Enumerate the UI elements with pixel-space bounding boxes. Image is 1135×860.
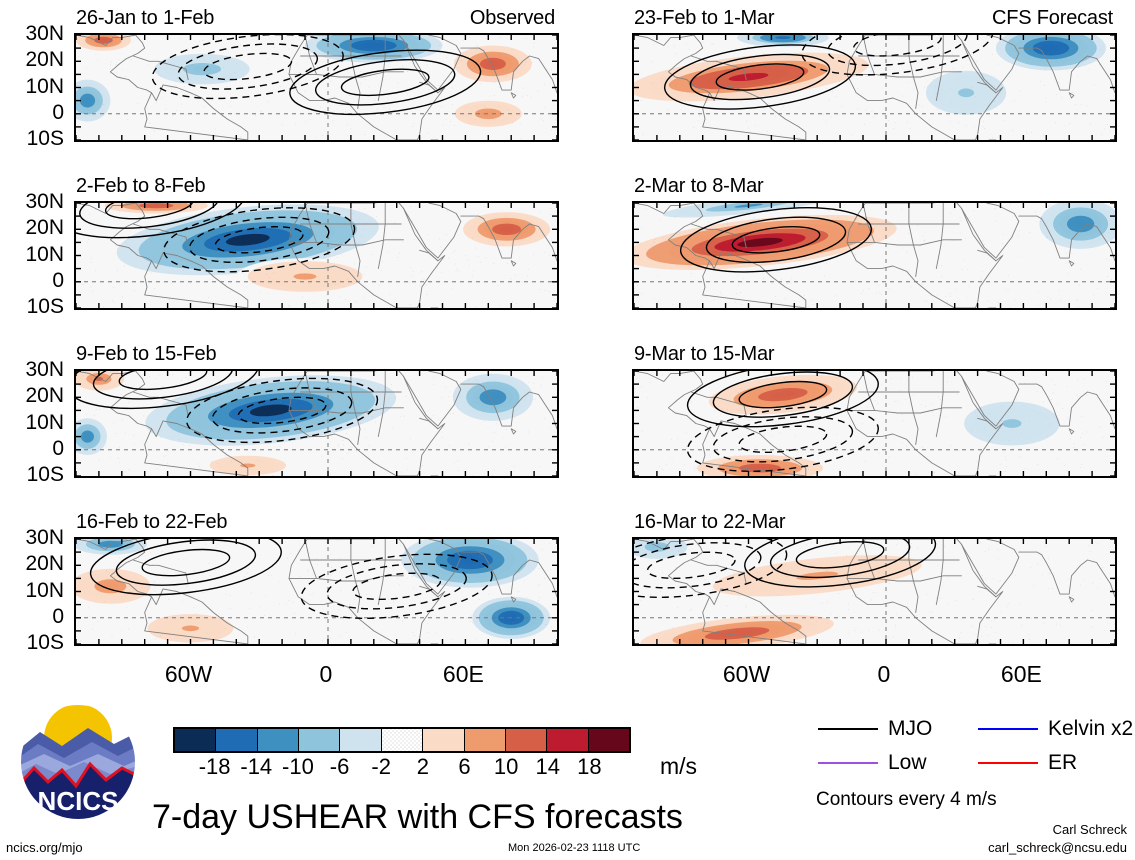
legend-item-low: Low <box>818 752 927 773</box>
x-tick-label: 0 <box>319 661 333 687</box>
colorbar-tick-label: 14 <box>535 754 560 779</box>
logo-accent-ridge <box>20 761 136 789</box>
y-tick-label: 30N <box>25 190 64 213</box>
colorbar-tick-label: -14 <box>240 754 273 779</box>
y-tick-label: 10N <box>25 242 64 266</box>
colorbar-cell <box>588 729 629 751</box>
logo-text: NCICS <box>38 786 119 816</box>
page-title: 7-day USHEAR with CFS forecasts <box>152 798 683 836</box>
y-tick-label: 10N <box>25 410 64 434</box>
column-header-left: Observed <box>469 7 555 29</box>
y-tick-label: 10S <box>26 127 64 150</box>
y-tick-label: 20N <box>25 552 64 576</box>
colorbar-cell <box>175 729 217 751</box>
y-tick-label: 10S <box>26 631 64 654</box>
footer-site-link[interactable]: ncics.org/mjo <box>6 840 83 855</box>
map-plot-obs-1[interactable] <box>74 33 559 142</box>
colorbar-swatches <box>173 727 631 753</box>
colorbar-tick-label: -18 <box>198 754 231 779</box>
colorbar-cell <box>257 729 300 751</box>
panel-title-fcst-1: 23-Feb to 1-Mar <box>634 7 775 29</box>
x-tick-label: 60E <box>1000 661 1042 687</box>
colorbar: -18 -14 -10 -6 -2 2 6 10 14 18 m/s <box>168 722 697 782</box>
colorbar-cell <box>299 729 341 751</box>
y-tick-label: 20N <box>25 48 64 72</box>
colorbar-tick-label: -2 <box>371 754 391 779</box>
x-tick-label: 60E <box>442 661 484 687</box>
legend-line-swatch <box>978 761 1038 764</box>
colorbar-cell <box>340 729 382 751</box>
y-tick-label: 10N <box>25 74 64 98</box>
colorbar-cell <box>464 729 506 751</box>
map-plot-obs-4[interactable] <box>74 537 559 646</box>
y-tick-label: 10S <box>26 463 64 486</box>
colorbar-cell <box>423 729 465 751</box>
y-tick-label: 30N <box>25 358 64 381</box>
y-tick-label: 10S <box>26 295 64 318</box>
colorbar-tick-label: 10 <box>493 754 519 779</box>
colorbar-units-label: m/s <box>660 753 698 779</box>
legend-line-swatch <box>818 761 878 764</box>
y-tick-label: 0 <box>52 100 64 124</box>
colorbar-tick-label: -10 <box>282 754 314 779</box>
colorbar-cell <box>216 729 258 751</box>
legend-item-er: ER <box>978 752 1077 773</box>
footer-author: Carl Schreck <box>1052 822 1127 837</box>
map-plot-obs-3[interactable] <box>74 369 559 478</box>
x-tick-label: 0 <box>877 661 891 687</box>
panel-title-obs-4: 16-Feb to 22-Feb <box>76 511 228 533</box>
y-tick-label: 0 <box>52 436 64 460</box>
panel-title-fcst-3: 9-Mar to 15-Mar <box>634 343 775 365</box>
y-tick-label: 20N <box>25 384 64 408</box>
panel-title-obs-2: 2-Feb to 8-Feb <box>76 175 206 197</box>
y-tick-label: 20N <box>25 216 64 240</box>
y-tick-label: 30N <box>25 22 64 45</box>
colorbar-cell <box>547 729 589 751</box>
legend-item-mjo: MJO <box>818 718 932 739</box>
map-plot-fcst-2[interactable] <box>632 201 1117 310</box>
colorbar-tick-label: 2 <box>416 754 429 779</box>
legend-label: ER <box>1048 751 1078 774</box>
ncics-logo-svg: NCICS <box>19 703 137 821</box>
footer-email[interactable]: carl_schreck@ncsu.edu <box>988 840 1127 855</box>
panel-title-obs-1: 26-Jan to 1-Feb <box>76 7 215 29</box>
legend-item-kelvin-x2: Kelvin x2 <box>978 718 1133 739</box>
map-plot-fcst-4[interactable] <box>632 537 1117 646</box>
y-tick-label: 10N <box>25 578 64 602</box>
map-plot-obs-2[interactable] <box>74 201 559 310</box>
y-tick-label: 30N <box>25 526 64 549</box>
ncics-logo: NCICS <box>18 702 138 822</box>
x-tick-label: 60W <box>722 661 771 687</box>
legend-label: MJO <box>888 717 933 740</box>
x-tick-label: 60W <box>164 661 213 687</box>
legend-label: Low <box>888 751 927 774</box>
map-plot-fcst-1[interactable] <box>632 33 1117 142</box>
legend-label: Kelvin x2 <box>1048 717 1134 740</box>
legend-line-swatch <box>818 727 878 730</box>
panel-title-obs-3: 9-Feb to 15-Feb <box>76 343 217 365</box>
colorbar-tick-label: 6 <box>458 754 471 779</box>
panel-title-fcst-2: 2-Mar to 8-Mar <box>634 175 764 197</box>
column-header-right: CFS Forecast <box>992 7 1113 29</box>
legend-line-swatch <box>978 727 1038 730</box>
panel-title-fcst-4: 16-Mar to 22-Mar <box>634 511 786 533</box>
colorbar-cell <box>505 729 548 751</box>
y-tick-label: 0 <box>52 604 64 628</box>
y-tick-label: 0 <box>52 268 64 292</box>
contour-interval-note: Contours every 4 m/s <box>816 789 997 810</box>
map-plot-fcst-3[interactable] <box>632 369 1117 478</box>
colorbar-tick-label: 18 <box>577 754 602 779</box>
colorbar-tick-label: -6 <box>329 754 350 779</box>
footer-timestamp: Mon 2026-02-23 1118 UTC <box>508 842 641 854</box>
colorbar-cell <box>381 729 424 751</box>
